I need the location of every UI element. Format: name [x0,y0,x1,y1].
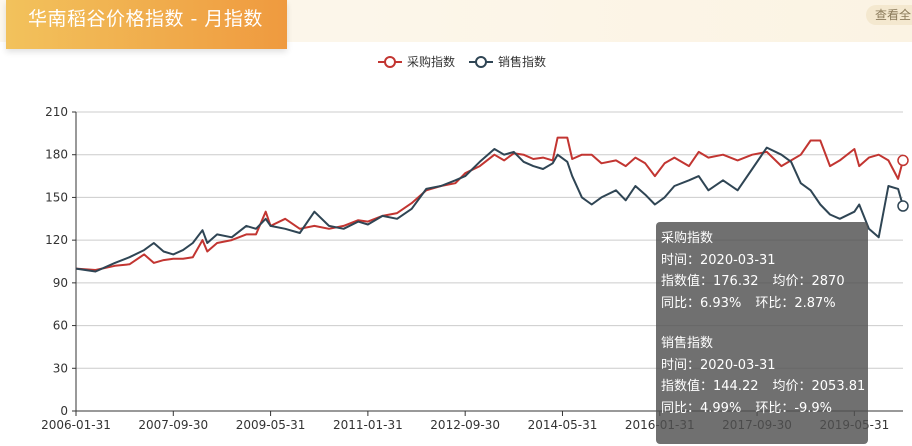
y-tick-label: 210 [45,105,68,119]
view-all-button[interactable]: 查看全 [866,5,912,25]
x-tick-label: 2014-05-31 [528,418,598,432]
tooltip-sales-yoy: 同比：4.99% [661,400,742,416]
tooltip-sales-mom: 环比：-9.9% [755,400,833,416]
series-line-sales [75,146,904,273]
y-tick-label: 30 [53,361,68,375]
y-tick-label: 120 [45,233,68,247]
chart-tooltip: 采购指数 时间：2020-03-31 指数值：176.32 均价：2870 同比：… [656,222,868,444]
legend-label-purchase: 采购指数 [407,54,455,69]
tooltip-purchase-avg: 均价：2870 [772,274,845,289]
legend-item-sales[interactable]: 销售指数 [469,54,546,69]
x-tick-label: 2007-09-30 [138,418,208,432]
x-tick-label: 2012-09-30 [430,418,500,432]
tooltip-sales-name: 销售指数 [661,336,714,351]
y-tick-label: 90 [53,276,68,290]
tooltip-purchase-time: 时间：2020-03-31 [661,252,776,268]
y-tick-label: 150 [45,190,68,204]
chart-series [75,136,909,273]
tooltip-sales-time: 时间：2020-03-31 [661,357,776,373]
data-point-purchase [897,154,909,167]
y-tick-label: 60 [53,319,68,333]
title-tab: 华南稻谷价格指数 - 月指数 [6,0,287,49]
page-title: 华南稻谷价格指数 - 月指数 [28,8,263,30]
y-axis: 0 30 60 90 120 150 180 210 [45,105,77,418]
tooltip-sales-index: 指数值：144.22 [661,379,759,394]
tooltip-purchase-changes: 同比：6.93% 环比：2.87% [661,293,868,315]
tooltip-sales-changes: 同比：4.99% 环比：-9.9% [661,398,868,420]
legend-label-sales: 销售指数 [498,54,546,69]
tooltip-purchase-index: 指数值：176.32 [661,274,759,289]
x-tick-label: 2009-05-31 [236,418,306,432]
legend-item-purchase[interactable]: 采购指数 [378,54,455,69]
tooltip-purchase-values: 指数值：176.32 均价：2870 [661,271,868,293]
y-tick-label: 0 [60,404,68,418]
tooltip-purchase-yoy: 同比：6.93% [661,295,742,311]
y-tick-label: 180 [45,148,68,162]
x-tick-label: 2006-01-31 [41,418,111,432]
tooltip-purchase-mom: 环比：2.87% [755,295,836,311]
x-tick-label: 2011-01-31 [333,418,403,432]
tooltip-sales-avg: 均价：2053.81 [772,379,866,394]
chart-legend: 采购指数 销售指数 [378,54,546,69]
data-point-sales [897,200,909,212]
tooltip-purchase-name: 采购指数 [661,231,714,246]
tooltip-sales-values: 指数值：144.22 均价：2053.81 [661,376,868,398]
